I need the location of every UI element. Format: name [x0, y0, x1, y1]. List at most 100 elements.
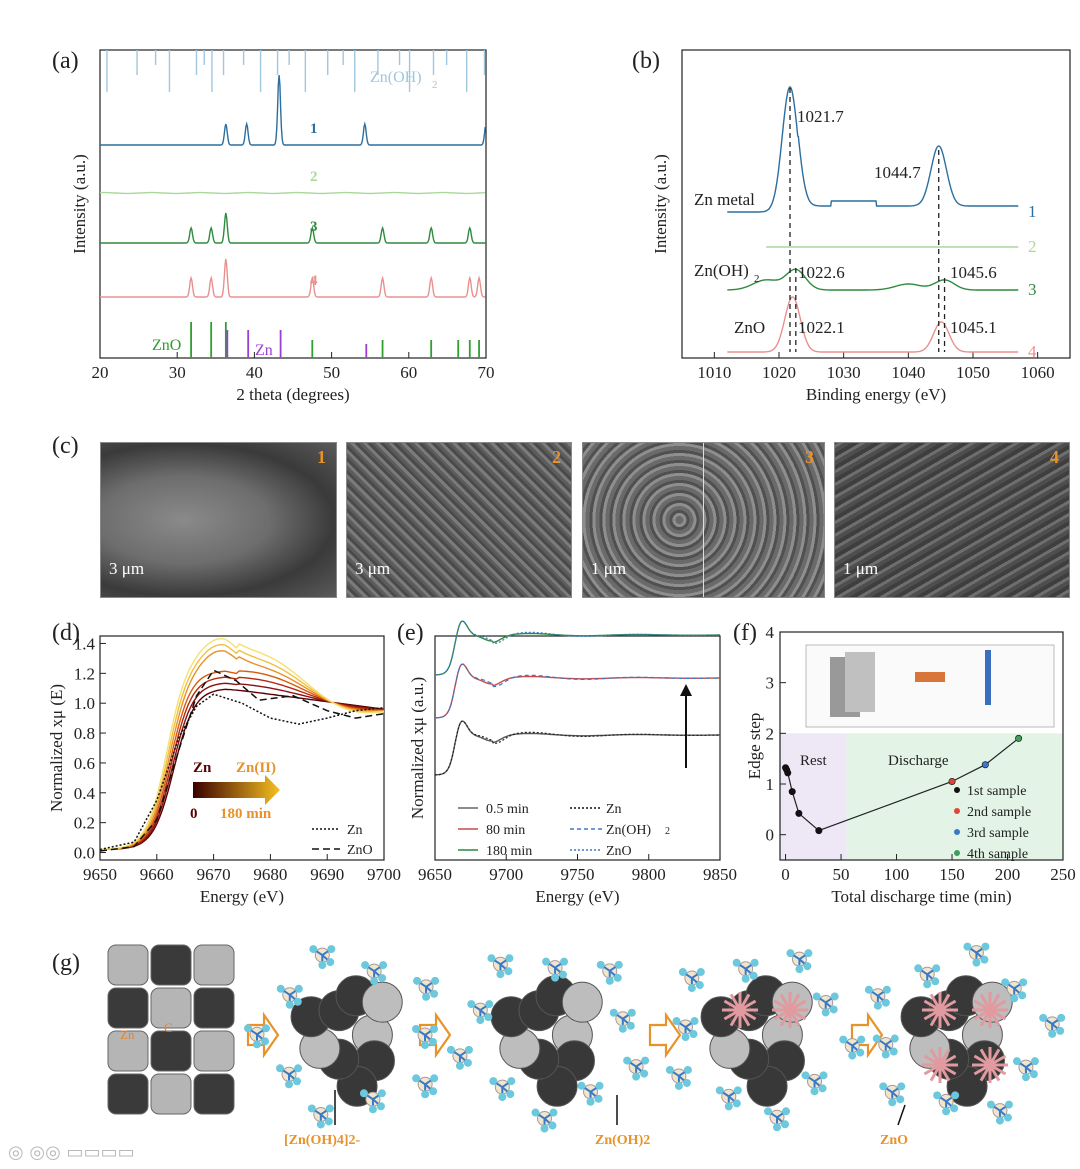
- gradient-label-right: Zn(II): [236, 760, 276, 776]
- hydroxide-ion: [986, 1100, 995, 1109]
- hydroxide-ion: [1010, 994, 1019, 1003]
- hydroxide-ion: [276, 1064, 285, 1073]
- reference-curve-zn: [99, 693, 385, 851]
- curve-label: 2: [310, 169, 318, 185]
- hydroxide-ion: [378, 974, 387, 983]
- hydroxide-ion: [1057, 1013, 1066, 1022]
- hydroxide-ion: [682, 1078, 691, 1087]
- hydroxide-ion: [489, 1077, 498, 1086]
- reference-curve-zno: [99, 669, 385, 852]
- hydroxide-ion: [560, 957, 569, 966]
- zno-spike: [729, 1009, 742, 1027]
- hydroxide-ion: [857, 1035, 866, 1044]
- x-tick-label: 1030: [827, 363, 861, 382]
- scale-label: 3 μm: [355, 559, 391, 578]
- carbon-particle: [971, 981, 1013, 1023]
- y-tick-label: 0: [766, 826, 775, 845]
- hydroxide-ion: [368, 1105, 377, 1114]
- curve-label: 3: [310, 219, 318, 235]
- hydroxide-ion: [818, 1084, 827, 1093]
- carbon-particle: [150, 944, 192, 986]
- zno-spike: [929, 1064, 942, 1082]
- hydroxide-ion: [412, 1025, 420, 1033]
- zno-spike: [923, 999, 941, 1012]
- hydroxide-ion: [1029, 1070, 1038, 1079]
- hydroxide-ion: [972, 958, 981, 967]
- hydroxide-ion: [641, 1056, 650, 1065]
- zno-spike: [939, 1008, 957, 1021]
- legend-dot: [954, 829, 960, 835]
- hydroxide-ion: [995, 1116, 1004, 1125]
- y-axis-label: Edge step: [745, 713, 764, 780]
- hydroxide-ion: [741, 974, 750, 983]
- carbon-particle: [361, 981, 403, 1023]
- hydroxide-ion: [540, 1124, 549, 1133]
- carbon-particle: [107, 1030, 149, 1072]
- hydroxide-ion: [795, 965, 804, 974]
- curve-label: 1: [1028, 202, 1037, 221]
- atom-label-zn: Zn: [120, 1027, 135, 1042]
- hydroxide-ion: [856, 1048, 865, 1057]
- hydroxide-ion: [505, 954, 514, 963]
- hydroxide-ion: [507, 1077, 516, 1086]
- hydroxide-ion: [1056, 1026, 1065, 1035]
- hydroxide-ion: [882, 985, 891, 994]
- gradient-arrow: [193, 775, 280, 805]
- x-tick-label: 0: [781, 865, 790, 884]
- zno-spike: [989, 1008, 1007, 1021]
- zno-spike: [973, 999, 991, 1012]
- peak-label: 1044.7: [874, 163, 921, 182]
- x-axis-label: Energy (eV): [200, 887, 284, 906]
- panel-e-label: (e): [397, 620, 424, 646]
- hydroxide-ion: [422, 992, 431, 1001]
- hydroxide-ion: [933, 1091, 942, 1100]
- legend-dot: [954, 850, 960, 856]
- hydroxide-ion: [687, 984, 696, 993]
- peak-label: 1045.1: [950, 318, 997, 337]
- x-tick-label: 50: [833, 865, 850, 884]
- hydroxide-ion: [872, 1034, 881, 1043]
- hydroxide-ion: [1039, 1013, 1048, 1022]
- hydroxide-ion: [293, 997, 302, 1006]
- x-tick-label: 1020: [762, 363, 796, 382]
- hydroxide-ion: [431, 976, 440, 985]
- hydroxide-ion: [244, 1024, 253, 1033]
- hydroxide-ion: [476, 1016, 485, 1025]
- hydroxide-ion: [609, 1008, 618, 1017]
- hydroxide-ion: [463, 1058, 472, 1067]
- species-sub: 2: [754, 273, 760, 285]
- x-tick-label: 9750: [561, 865, 595, 884]
- zno-spike: [988, 993, 1001, 1011]
- x-tick-label: 9700: [367, 865, 401, 884]
- carbon-particle: [107, 944, 149, 986]
- hydroxide-ion: [1003, 1113, 1012, 1122]
- hydroxide-ion: [980, 955, 989, 964]
- curve-label: 2: [1028, 237, 1037, 256]
- hydroxide-ion: [626, 1021, 635, 1030]
- xas-curve-1: [434, 720, 720, 776]
- y-axis-label: Normalized xμ (a.u.): [408, 677, 427, 819]
- zno-spike: [788, 993, 801, 1011]
- x-axis-label: Binding energy (eV): [806, 385, 946, 404]
- hydroxide-ion: [559, 970, 568, 979]
- hydroxide-ion: [914, 964, 923, 973]
- hydroxide-ion: [873, 1001, 882, 1010]
- xas-reference-1: [434, 720, 720, 776]
- hydroxide-ion: [640, 1069, 649, 1078]
- process-arrow: [648, 1011, 682, 1059]
- x-axis-label: 2 theta (degrees): [236, 385, 349, 404]
- hydroxide-ion: [881, 998, 890, 1007]
- y-tick-label: 0.6: [74, 754, 95, 773]
- cell-stack: [845, 652, 875, 712]
- hydroxide-ion: [309, 945, 318, 954]
- hydroxide-ion: [549, 1108, 558, 1117]
- hydroxide-ion: [951, 1091, 960, 1100]
- hydroxide-ion: [487, 954, 496, 963]
- hydroxide-ion: [361, 961, 370, 970]
- x-tick-label: 9680: [253, 865, 287, 884]
- sem-number: 4: [1050, 447, 1059, 467]
- panel-d-frame: [99, 635, 385, 861]
- panel-g-label: (g): [52, 950, 80, 976]
- x-tick-label: 70: [478, 363, 495, 382]
- hydroxide-ion: [613, 973, 622, 982]
